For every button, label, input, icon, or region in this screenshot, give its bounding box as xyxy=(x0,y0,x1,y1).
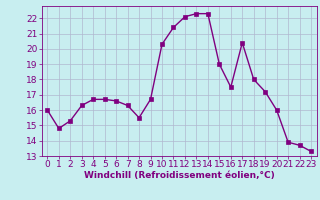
X-axis label: Windchill (Refroidissement éolien,°C): Windchill (Refroidissement éolien,°C) xyxy=(84,171,275,180)
